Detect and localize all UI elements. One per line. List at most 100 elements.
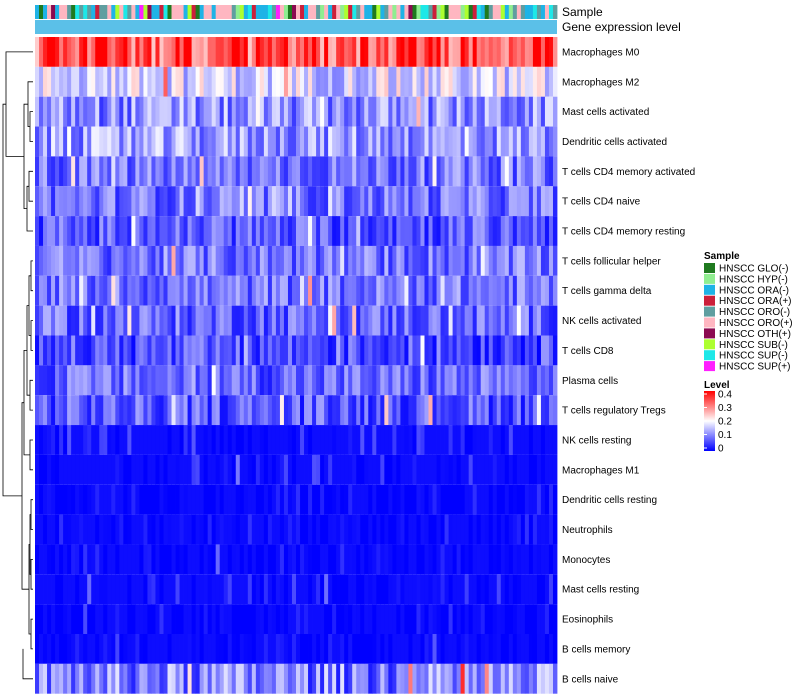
heatmap-cell xyxy=(408,305,413,336)
sample-annotation-cell xyxy=(67,5,72,19)
heatmap-cell xyxy=(548,365,554,396)
heatmap-cell xyxy=(219,514,225,545)
heatmap-cell xyxy=(312,365,317,396)
heatmap-cell xyxy=(444,126,449,157)
heatmap-cell xyxy=(300,96,305,127)
dendrogram-branch xyxy=(29,439,33,471)
heatmap-cell xyxy=(420,514,425,545)
heatmap-cell xyxy=(492,425,498,455)
heatmap-cell xyxy=(227,156,233,187)
heatmap-cell xyxy=(139,425,144,455)
heatmap-cell xyxy=(480,37,486,67)
heatmap-cell xyxy=(83,454,88,485)
heatmap-cell xyxy=(59,425,64,455)
heatmap-cell xyxy=(195,216,201,246)
heatmap-cell xyxy=(59,156,64,187)
heatmap-cell xyxy=(195,96,201,127)
heatmap-cell xyxy=(95,484,100,515)
heatmap-cell xyxy=(51,395,56,426)
heatmap-cell xyxy=(107,126,112,157)
heatmap-cell xyxy=(275,574,281,605)
heatmap-cell xyxy=(428,365,433,396)
heatmap-cell xyxy=(488,96,494,127)
heatmap-cell xyxy=(99,335,104,366)
heatmap-cell xyxy=(115,305,120,336)
heatmap-cell xyxy=(287,335,293,366)
heatmap-cell xyxy=(83,544,88,575)
heatmap-cell xyxy=(516,604,522,634)
heatmap-cell xyxy=(520,96,526,127)
heatmap-cell xyxy=(243,574,249,605)
heatmap-cell xyxy=(380,66,385,97)
heatmap-cell xyxy=(63,484,68,515)
heatmap-cell xyxy=(91,514,96,545)
heatmap-cell xyxy=(63,216,68,246)
heatmap-cell xyxy=(139,126,144,157)
heatmap-cell xyxy=(243,186,249,217)
heatmap-cell xyxy=(255,395,261,426)
heatmap-cell xyxy=(159,454,164,485)
heatmap-cell xyxy=(396,604,401,634)
heatmap-cell xyxy=(67,186,72,217)
heatmap-cell xyxy=(528,216,534,246)
row-label: Dendritic cells resting xyxy=(562,495,657,506)
heatmap-cell xyxy=(247,574,253,605)
heatmap-cell xyxy=(131,96,136,127)
heatmap-cell xyxy=(95,365,100,396)
heatmap-cell xyxy=(352,37,357,67)
heatmap-cell xyxy=(187,634,192,664)
heatmap-cell xyxy=(548,335,554,366)
heatmap-cell xyxy=(259,663,265,694)
heatmap-cell xyxy=(420,156,425,187)
heatmap-cell xyxy=(464,66,470,97)
heatmap-cell xyxy=(388,634,393,664)
heatmap-cell xyxy=(332,275,337,306)
heatmap-cell xyxy=(460,305,466,336)
heatmap-cell xyxy=(420,245,425,276)
heatmap-cell xyxy=(39,305,44,336)
heatmap-cell xyxy=(131,544,136,575)
heatmap-cell xyxy=(95,126,100,157)
heatmap-cell xyxy=(452,395,458,426)
heatmap-cell xyxy=(275,604,281,634)
heatmap-cell xyxy=(107,37,112,67)
heatmap-cell xyxy=(63,604,68,634)
heatmap-cell xyxy=(263,245,269,276)
heatmap-cell xyxy=(247,454,253,485)
sample-legend-label: HNSCC GLO(-) xyxy=(719,264,788,275)
heatmap-cell xyxy=(163,634,168,664)
heatmap-cell xyxy=(352,634,357,664)
heatmap-cell xyxy=(131,245,136,276)
heatmap-cell xyxy=(544,395,550,426)
heatmap-cell xyxy=(167,305,172,336)
heatmap-cell xyxy=(211,156,217,187)
heatmap-cell xyxy=(532,275,538,306)
heatmap-cell xyxy=(468,604,474,634)
sample-annotation-cell xyxy=(320,5,325,19)
heatmap-cell xyxy=(304,395,309,426)
heatmap-cell xyxy=(67,395,72,426)
heatmap-cell xyxy=(135,96,140,127)
heatmap-cell xyxy=(512,186,518,217)
sample-legend-label: HNSCC ORO(-) xyxy=(719,307,790,318)
heatmap-cell xyxy=(472,335,478,366)
heatmap-cell xyxy=(308,484,313,515)
heatmap-cell xyxy=(404,245,409,276)
heatmap-cell xyxy=(336,305,341,336)
heatmap-cell xyxy=(183,365,188,396)
heatmap-cell xyxy=(87,186,92,217)
heatmap-cell xyxy=(488,634,494,664)
heatmap-cell xyxy=(215,335,221,366)
heatmap-cell xyxy=(279,514,285,545)
heatmap-cell xyxy=(476,186,482,217)
heatmap-cell xyxy=(360,454,365,485)
heatmap-cell xyxy=(267,96,273,127)
heatmap-cell xyxy=(227,544,233,575)
heatmap-cell xyxy=(231,395,237,426)
heatmap-cell xyxy=(227,66,233,97)
heatmap-cell xyxy=(35,216,40,246)
heatmap-cell xyxy=(500,544,506,575)
heatmap-cell xyxy=(340,66,345,97)
heatmap-cell xyxy=(263,335,269,366)
heatmap-cell xyxy=(504,305,510,336)
